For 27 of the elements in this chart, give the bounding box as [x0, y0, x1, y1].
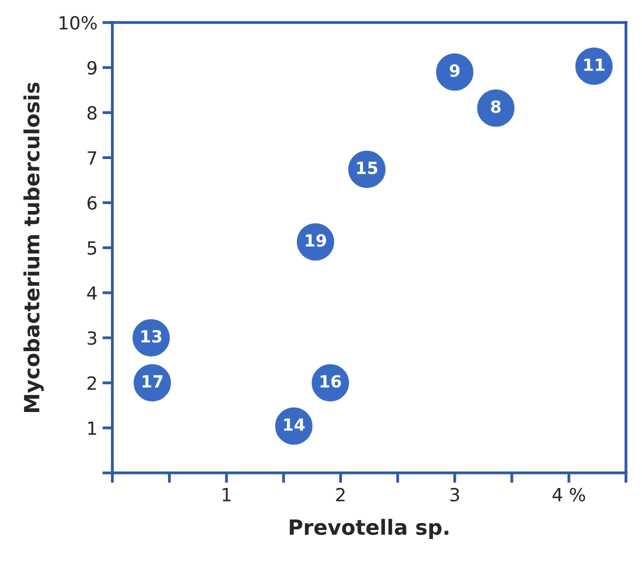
annotation: 8: [491, 100, 501, 113]
x-tick-label: 1: [222, 488, 231, 502]
point: [435, 52, 474, 92]
annotation: 11: [584, 58, 604, 71]
point: [476, 88, 516, 128]
y-axis-title: Mycobacterium tuberculosis: [23, 82, 44, 412]
x-axis-title: Prevotella sp.: [290, 518, 448, 540]
y-tick-label: 1: [88, 422, 96, 435]
annotation: 9: [450, 64, 460, 77]
annotation: 19: [306, 234, 326, 247]
x-tick-label: 4 %: [552, 488, 586, 502]
y-tick-label: 9: [87, 61, 96, 75]
y-tick-label: 4: [87, 286, 97, 300]
annotation: 15: [357, 162, 378, 174]
y-tick-label: 2: [88, 376, 96, 390]
y-tick-label: 5: [88, 241, 96, 255]
x-tick-label: 2: [336, 488, 345, 502]
annotation: 13: [141, 330, 162, 343]
x-tick-label: 3: [450, 488, 460, 502]
y-tick-label: 7: [88, 151, 96, 164]
annotation: 16: [320, 375, 342, 388]
annotation: 17: [142, 375, 163, 388]
y-tick-label: 8: [88, 106, 97, 120]
y-tick-label: 6: [88, 196, 97, 210]
y-tick-label: 3: [88, 331, 96, 345]
annotation: 14: [284, 418, 305, 431]
y-tick-label: 10%: [60, 16, 97, 30]
